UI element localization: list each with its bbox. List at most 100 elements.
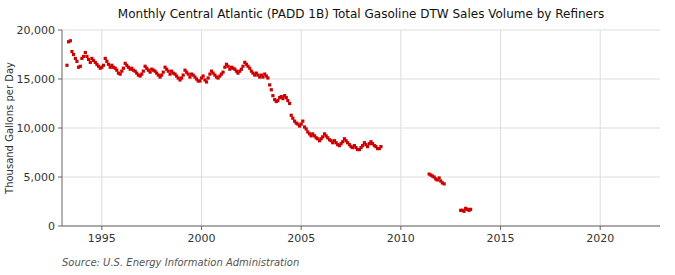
- point: [79, 65, 82, 68]
- point: [438, 176, 441, 179]
- point: [75, 60, 78, 63]
- title: Monthly Central Atlantic (PADD 1B) Total…: [118, 7, 604, 21]
- tick-label: 2005: [287, 232, 315, 245]
- tick-label: 2000: [188, 232, 216, 245]
- point: [281, 97, 284, 100]
- point: [89, 61, 92, 64]
- point: [241, 65, 244, 68]
- grid-line: [62, 226, 660, 227]
- point: [188, 75, 191, 78]
- point: [288, 102, 291, 105]
- point: [119, 73, 122, 76]
- point: [226, 65, 229, 68]
- point: [207, 76, 210, 79]
- point: [270, 88, 273, 91]
- point: [87, 58, 90, 61]
- tick-label: 10,000: [17, 122, 56, 135]
- point: [361, 144, 364, 147]
- point: [341, 140, 344, 143]
- tick-label: 0: [48, 220, 55, 233]
- chart: 1995 2000 2005 2010 2015 2020 0 5,000 10,000 15,0…: [0, 0, 675, 275]
- point: [366, 145, 369, 148]
- tick-label: 20,000: [17, 24, 56, 37]
- point: [84, 51, 87, 54]
- point: [162, 71, 165, 74]
- point: [168, 73, 171, 76]
- point: [120, 70, 123, 73]
- point: [268, 83, 271, 86]
- point: [74, 57, 77, 60]
- point: [276, 99, 279, 102]
- tick: [58, 226, 62, 227]
- tick: [58, 177, 62, 178]
- point: [82, 55, 85, 58]
- tick: [400, 226, 401, 230]
- tick: [301, 226, 302, 230]
- point: [248, 67, 251, 70]
- point: [208, 73, 211, 76]
- points: [65, 39, 472, 213]
- tick-label: 2010: [387, 232, 415, 245]
- point: [301, 120, 304, 123]
- point: [291, 117, 294, 120]
- point: [122, 67, 125, 70]
- tick-label: 15,000: [17, 73, 56, 86]
- point: [142, 70, 145, 73]
- point: [462, 210, 465, 213]
- source: Source: U.S. Energy Information Administ…: [62, 257, 299, 268]
- tick: [101, 226, 102, 230]
- point: [305, 127, 308, 130]
- point: [290, 114, 293, 117]
- point: [223, 66, 226, 69]
- point: [167, 70, 170, 73]
- point: [70, 50, 73, 53]
- point: [221, 71, 224, 74]
- tick-label: 5,000: [24, 171, 56, 184]
- point: [69, 39, 72, 42]
- point: [149, 71, 152, 74]
- point: [240, 68, 243, 71]
- point: [271, 94, 274, 97]
- point: [443, 182, 446, 185]
- point: [300, 122, 303, 125]
- point: [102, 64, 105, 67]
- grid-line: [62, 177, 660, 178]
- point: [266, 76, 269, 79]
- grid-line: [62, 79, 660, 80]
- point: [140, 73, 143, 76]
- y-axis-label: Thousand Gallons per Day: [4, 62, 15, 195]
- tick-label: 2015: [487, 232, 515, 245]
- point: [85, 55, 88, 58]
- point: [104, 57, 107, 60]
- point: [286, 99, 289, 102]
- point: [160, 73, 163, 76]
- point: [180, 76, 183, 79]
- point: [72, 53, 75, 56]
- axes: 1995 2000 2005 2010 2015 2020 0 5,000 10,000 15,0…: [17, 24, 661, 245]
- tick: [600, 226, 601, 230]
- point: [379, 145, 382, 148]
- point: [261, 75, 264, 78]
- point: [105, 60, 108, 63]
- tick: [58, 30, 62, 31]
- point: [321, 135, 324, 138]
- point: [285, 96, 288, 99]
- point: [198, 79, 201, 82]
- tick: [58, 128, 62, 129]
- tick: [500, 226, 501, 230]
- point: [202, 74, 205, 77]
- point: [115, 69, 118, 72]
- point: [65, 64, 68, 67]
- point: [182, 73, 185, 76]
- tick-label: 2020: [586, 232, 614, 245]
- tick: [201, 226, 202, 230]
- grid-line: [62, 30, 660, 31]
- point: [187, 73, 190, 76]
- point: [107, 63, 110, 66]
- tick: [58, 79, 62, 80]
- x-axis: [62, 226, 660, 227]
- point: [469, 208, 472, 211]
- tick-label: 1995: [88, 232, 116, 245]
- y-axis: [62, 30, 63, 226]
- grid: [62, 30, 660, 226]
